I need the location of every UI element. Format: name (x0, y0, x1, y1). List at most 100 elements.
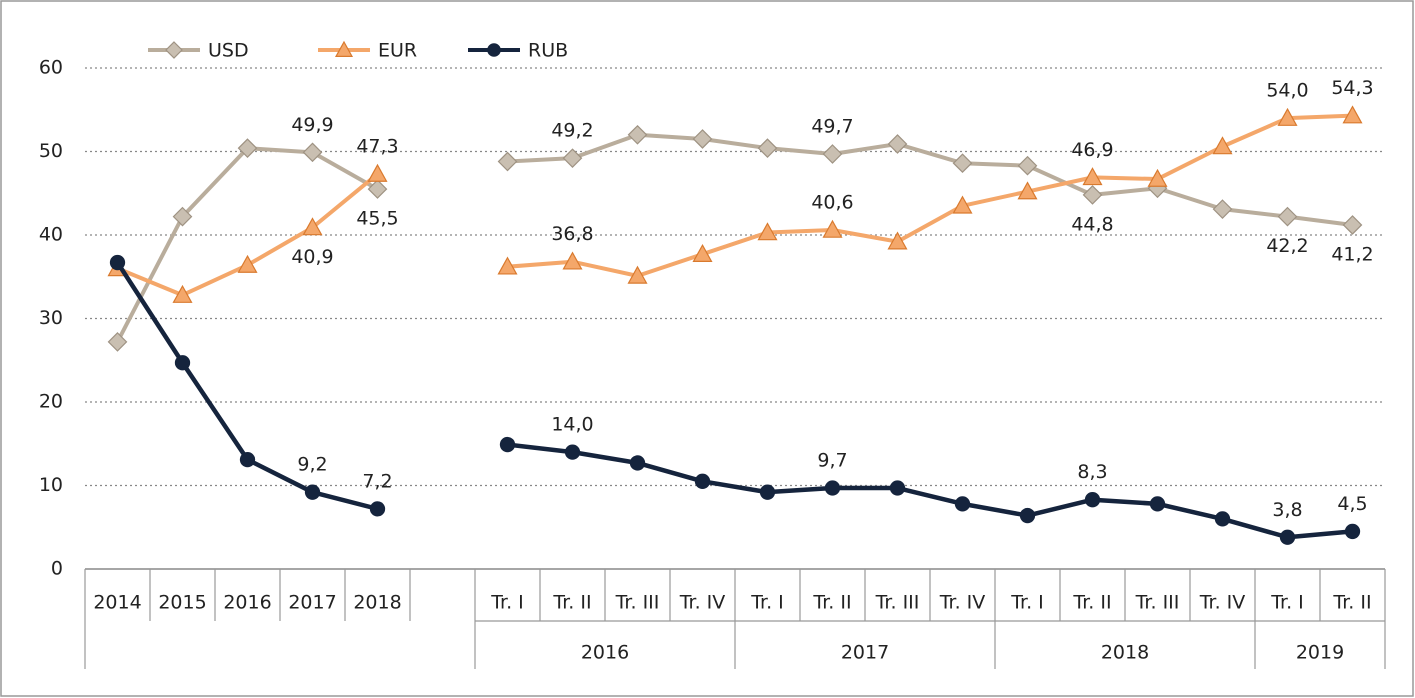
data-point (694, 473, 711, 489)
data-point (302, 217, 323, 236)
series-line (115, 132, 1353, 343)
data-point (1277, 107, 1298, 126)
data-point (824, 480, 841, 496)
data-point (1342, 215, 1363, 235)
data-point (759, 484, 776, 500)
data-point (564, 444, 581, 460)
data-point (237, 138, 258, 159)
series-line (115, 261, 1353, 540)
data-point (497, 151, 518, 172)
x-tick-label: Tr. I (1270, 592, 1304, 614)
x-tick-label: Tr. I (1010, 592, 1044, 614)
x-tick-label: Tr. III (875, 592, 920, 614)
data-point (239, 451, 256, 468)
data-point (499, 436, 516, 453)
x-tick-label: Tr. IV (939, 592, 986, 614)
x-tick-label: Tr. I (750, 592, 784, 614)
legend-marker (165, 41, 183, 59)
x-group-label: 2016 (581, 642, 629, 664)
data-point (369, 501, 386, 517)
data-point (174, 355, 191, 371)
data-point (237, 254, 258, 273)
y-tick-label: 0 (51, 558, 63, 580)
data-label: 54,3 (1331, 77, 1373, 99)
data-point (1017, 181, 1038, 200)
data-label: 36,8 (551, 223, 593, 245)
data-point (757, 138, 778, 159)
data-label: 49,9 (291, 114, 333, 136)
data-point (1212, 136, 1233, 155)
data-point (822, 144, 843, 164)
data-label: 40,6 (811, 191, 853, 213)
data-point (367, 179, 388, 199)
x-tick-label: Tr. III (1135, 592, 1180, 614)
data-point (107, 332, 128, 352)
x-tick-label: Tr. II (552, 592, 591, 614)
x-tick-label: 2014 (93, 592, 141, 614)
data-point (887, 134, 908, 154)
data-point (1149, 496, 1166, 512)
data-label: 49,7 (811, 116, 853, 138)
x-tick-label: Tr. IV (679, 592, 726, 614)
data-point (1017, 155, 1038, 176)
x-group-label: 2018 (1101, 642, 1149, 664)
data-point (1082, 167, 1103, 186)
y-tick-label: 60 (39, 57, 63, 79)
data-label: 3,8 (1272, 499, 1302, 521)
data-label: 41,2 (1331, 243, 1373, 265)
x-tick-label: 2018 (353, 592, 401, 614)
data-label: 47,3 (356, 136, 398, 158)
data-point (562, 251, 583, 270)
data-point (887, 231, 908, 250)
data-point (1147, 168, 1168, 187)
data-point (109, 254, 126, 271)
data-point (1342, 105, 1363, 124)
data-label: 40,9 (291, 246, 333, 268)
data-label: 46,9 (1071, 139, 1113, 161)
legend-marker (487, 43, 501, 57)
legend-label: RUB (528, 40, 568, 62)
data-point (1082, 185, 1103, 205)
data-label: 49,2 (551, 120, 593, 142)
y-tick-label: 10 (39, 474, 63, 496)
x-tick-label: 2017 (288, 592, 336, 614)
y-tick-label: 30 (39, 307, 63, 329)
data-label: 9,2 (297, 454, 327, 476)
data-point (757, 222, 778, 241)
x-tick-label: Tr. I (490, 592, 524, 614)
y-tick-label: 20 (39, 391, 63, 413)
data-label: 42,2 (1266, 235, 1308, 257)
x-tick-label: 2016 (223, 592, 271, 614)
x-tick-label: Tr. III (615, 592, 660, 614)
data-point (692, 243, 713, 263)
data-point (304, 484, 321, 500)
y-tick-label: 50 (39, 140, 63, 162)
data-label: 44,8 (1071, 213, 1113, 235)
x-tick-label: 2015 (158, 592, 206, 614)
x-tick-label: Tr. II (812, 592, 851, 614)
data-point (562, 148, 583, 169)
data-label: 4,5 (1337, 493, 1367, 515)
data-point (172, 284, 193, 303)
data-label: 9,7 (817, 450, 847, 472)
data-point (954, 496, 971, 512)
data-label: 8,3 (1077, 461, 1107, 483)
data-point (952, 195, 973, 214)
x-group-label: 2019 (1296, 642, 1344, 664)
data-point (1344, 523, 1361, 540)
x-tick-label: Tr. II (1072, 592, 1111, 614)
legend-marker (334, 40, 354, 57)
data-label: 45,5 (356, 208, 398, 230)
data-point (629, 455, 646, 471)
data-point (1279, 529, 1296, 545)
y-tick-label: 40 (39, 224, 63, 246)
data-point (367, 163, 388, 182)
data-point (1084, 492, 1101, 508)
legend-label: USD (208, 40, 249, 62)
legend-label: EUR (378, 40, 417, 62)
data-point (1214, 511, 1231, 527)
data-label: 54,0 (1266, 80, 1308, 102)
data-label: 7,2 (362, 470, 392, 492)
